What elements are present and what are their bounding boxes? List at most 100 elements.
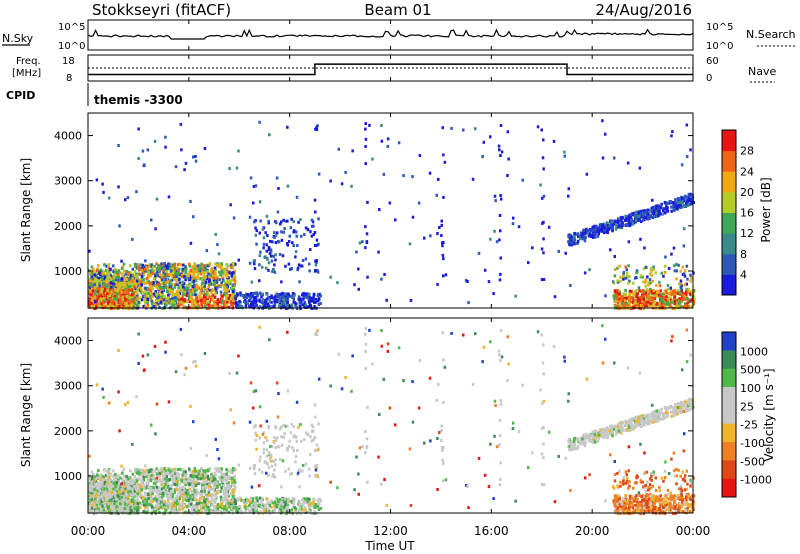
power-cell [654, 214, 657, 218]
power-cell [209, 275, 213, 279]
power-cell [107, 273, 110, 277]
power-cell [506, 130, 509, 134]
power-cell [618, 292, 621, 296]
power-cell [145, 279, 149, 283]
power-cell [208, 300, 211, 304]
power-cell [364, 145, 367, 148]
power-cell [220, 262, 223, 266]
power-cell [620, 224, 623, 228]
power-cell [266, 234, 269, 238]
power-cell [629, 298, 633, 302]
power-cell [274, 241, 278, 245]
power-cell [148, 298, 152, 302]
power-cell [623, 219, 627, 222]
power-cell [262, 242, 266, 246]
power-cell [268, 247, 271, 251]
power-cell [135, 282, 138, 286]
power-cell [88, 300, 92, 304]
velocity-cell [99, 473, 103, 477]
power-cell [163, 305, 166, 309]
power-cell [295, 234, 298, 238]
velocity-cell [93, 510, 97, 514]
power-cell [242, 294, 245, 298]
power-cell [436, 232, 439, 235]
power-cell [317, 303, 321, 306]
velocity-cell [109, 502, 112, 506]
power-cell [650, 273, 653, 277]
power-cell [683, 269, 687, 273]
power-cell [625, 274, 629, 278]
power-cell [641, 214, 645, 218]
power-cell [155, 294, 158, 298]
power-cell [152, 280, 155, 284]
power-cell [117, 295, 121, 299]
velocity-cell [102, 498, 105, 502]
power-cell [219, 290, 223, 294]
velocity-cell [128, 485, 132, 489]
power-cell [177, 267, 181, 271]
power-cell [681, 296, 685, 300]
power-cell [686, 196, 690, 199]
power-cell [319, 302, 322, 305]
power-cell [203, 305, 207, 308]
power-cell [618, 264, 621, 268]
power-cell [637, 218, 640, 222]
power-cell [380, 277, 383, 281]
power-cell [675, 204, 679, 208]
power-cell [287, 240, 291, 243]
power-cell [108, 294, 112, 298]
power-cell [602, 231, 606, 235]
power-cell [649, 287, 652, 291]
velocity-cell [110, 495, 113, 499]
power-cell [552, 139, 556, 143]
power-cell [161, 278, 164, 282]
power-cell [99, 282, 103, 286]
velocity-cell [114, 478, 117, 482]
power-cell [182, 285, 185, 289]
power-cell [578, 237, 582, 241]
power-cell [131, 237, 134, 241]
power-cell [171, 293, 174, 297]
power-cell [188, 297, 191, 300]
power-cell [184, 265, 187, 269]
velocity-cell [121, 483, 124, 487]
power-cell [178, 262, 182, 266]
power-cell [604, 132, 607, 136]
power-cell [206, 264, 209, 268]
power-cell [258, 254, 262, 258]
power-cell [316, 269, 319, 272]
power-cell [681, 305, 685, 309]
power-cell [302, 303, 305, 307]
power-cell [191, 280, 194, 284]
velocity-cell [107, 510, 111, 514]
power-cell [258, 200, 262, 204]
power-cell [273, 231, 276, 235]
power-cell [275, 221, 278, 225]
power-cell [231, 284, 235, 287]
power-cell [286, 243, 289, 247]
power-cell [665, 208, 669, 211]
velocity-cell [128, 481, 132, 485]
power-cell [276, 299, 279, 303]
velocity-cell [116, 487, 119, 491]
power-cell [542, 194, 546, 198]
power-cell [227, 276, 230, 280]
velocity-cell [103, 480, 107, 484]
power-cell [622, 292, 625, 296]
power-cell [98, 271, 101, 275]
velocity-cell [94, 484, 98, 488]
power-cell [365, 241, 369, 245]
power-cell [667, 298, 670, 302]
power-cell [209, 270, 213, 274]
power-cell [666, 202, 670, 206]
velocity-cell [108, 484, 111, 488]
velocity-cell [168, 506, 171, 510]
power-cell [280, 299, 283, 303]
power-cell [125, 269, 128, 273]
power-cell [635, 289, 638, 293]
power-cell [632, 303, 636, 307]
power-cell [672, 207, 676, 211]
power-cell [203, 295, 206, 299]
power-cell [181, 280, 184, 284]
power-cell [100, 290, 103, 294]
